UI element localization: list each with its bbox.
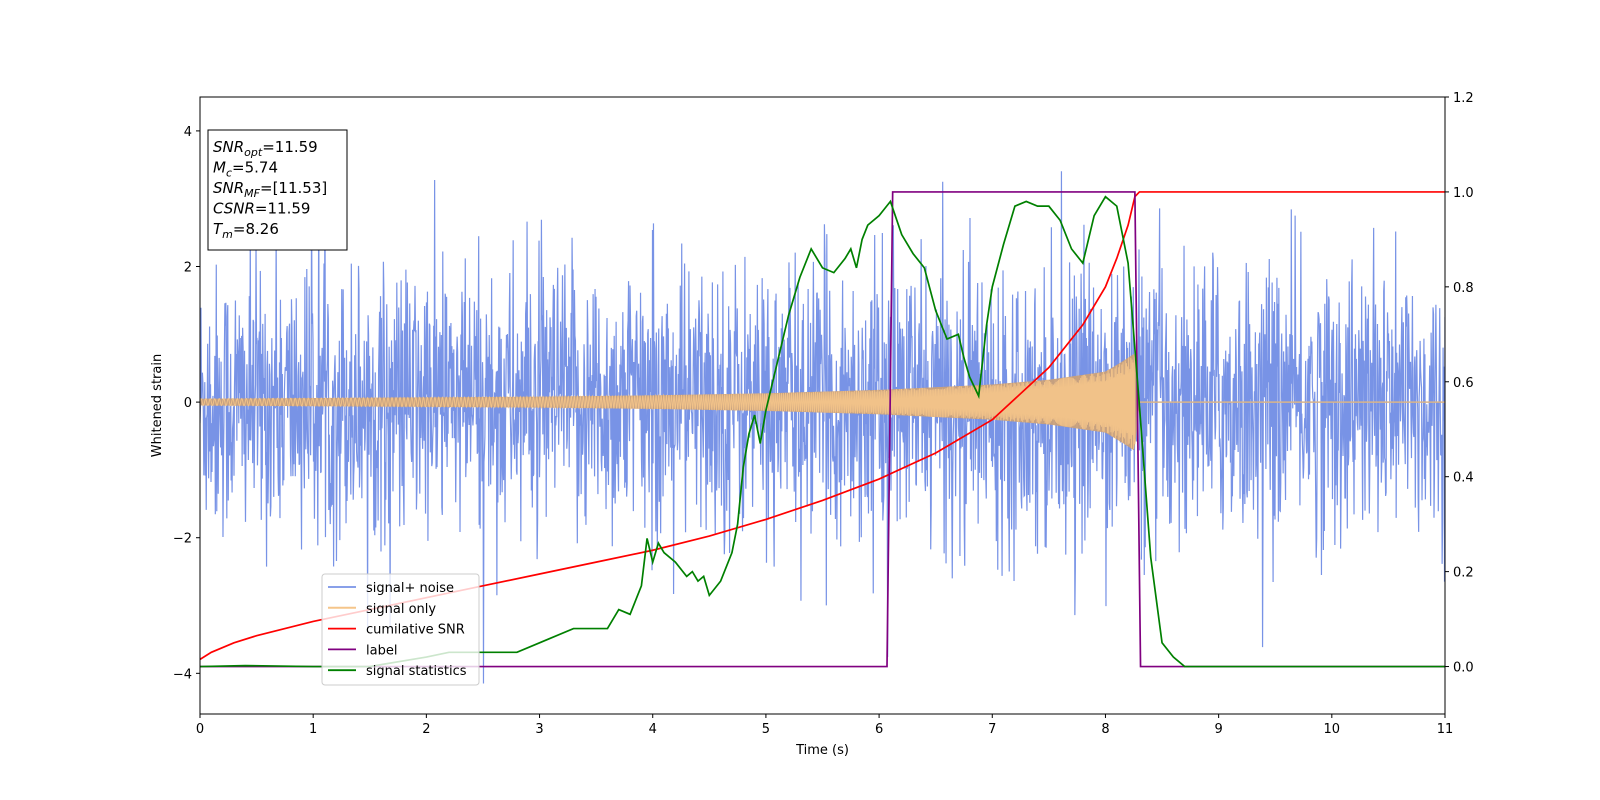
y-left-tick-label: −2	[173, 532, 192, 547]
annotation-subscript: m	[222, 228, 233, 241]
annotation-symbol: CSNR	[213, 200, 255, 218]
annotation-line: SNRMF=[11.53]	[213, 179, 327, 200]
y-right-tick-label: 1.2	[1453, 91, 1474, 106]
x-tick-label: 0	[196, 722, 204, 737]
legend-label: signal only	[366, 602, 436, 617]
series-signal-noise-line	[200, 143, 1445, 684]
y-left-tick-label: 4	[184, 125, 192, 140]
x-tick-label: 10	[1324, 722, 1341, 737]
y-left-tick-label: −4	[173, 667, 192, 682]
annotation-line: Mc=5.74	[213, 159, 278, 180]
x-tick-label: 4	[649, 722, 657, 737]
x-tick-label: 9	[1214, 722, 1222, 737]
x-tick-label: 3	[535, 722, 543, 737]
legend-label: signal statistics	[366, 664, 467, 679]
series-signal-statistics-line	[200, 195, 1445, 668]
annotation-line: CSNR=11.59	[213, 200, 310, 218]
ticks-layer: 0 1 2 3 4 5 6 7 8 9 10 11 −4 −2 0 2 4 0.0 0.2 0.4 0.6 0.8 1.0 1…	[173, 91, 1474, 737]
legend-label: signal+ noise	[366, 581, 454, 596]
legend-label: cumilative SNR	[366, 623, 465, 638]
legend-label: label	[366, 643, 397, 658]
y-left-tick-label: 0	[184, 396, 192, 411]
annotation-frame	[207, 129, 348, 251]
y-right-tick-label: 0.2	[1453, 566, 1474, 581]
legend-frame	[321, 573, 480, 686]
x-tick-label: 8	[1101, 722, 1109, 737]
x-tick-label: 5	[762, 722, 770, 737]
annotation-value: =11.59	[255, 200, 311, 218]
x-axis-label: Time (s)	[795, 743, 849, 758]
y-left-tick-label: 2	[184, 261, 192, 276]
annotation-value: =5.74	[232, 159, 278, 177]
annotation-value: =[11.53]	[260, 179, 327, 197]
annotation-symbol: M	[213, 159, 226, 177]
x-tick-label: 1	[309, 722, 317, 737]
x-tick-label: 7	[988, 722, 996, 737]
x-tick-label: 2	[422, 722, 430, 737]
annotation-value: =8.26	[233, 220, 279, 238]
x-tick-label: 11	[1437, 722, 1454, 737]
annotation-line: SNRopt=11.59	[213, 138, 318, 159]
x-tick-label: 6	[875, 722, 883, 737]
y-right-tick-label: 0.4	[1453, 471, 1474, 486]
y-right-tick-label: 0.8	[1453, 281, 1474, 296]
y-right-tick-label: 1.0	[1453, 186, 1474, 201]
annotation-box: SNRopt=11.59Mc=5.74SNRMF=[11.53]CSNR=11.…	[207, 129, 348, 251]
legend: signal+ noise signal only cumilative SNR la…	[321, 573, 480, 686]
annotation-line: Tm=8.26	[213, 220, 279, 241]
annotation-symbol: SNR	[213, 138, 244, 156]
annotation-value: =11.59	[262, 138, 318, 156]
annotation-symbol: SNR	[213, 179, 244, 197]
annotation-subscript: opt	[244, 146, 263, 159]
annotation-subscript: c	[226, 167, 232, 180]
y-axis-label: Whitened strain	[150, 354, 165, 457]
y-right-tick-label: 0.0	[1453, 661, 1474, 676]
plot-frame	[199, 96, 1446, 715]
annotation-subscript: MF	[244, 187, 260, 200]
annotation-symbol: T	[213, 220, 224, 238]
y-right-tick-label: 0.6	[1453, 376, 1474, 391]
